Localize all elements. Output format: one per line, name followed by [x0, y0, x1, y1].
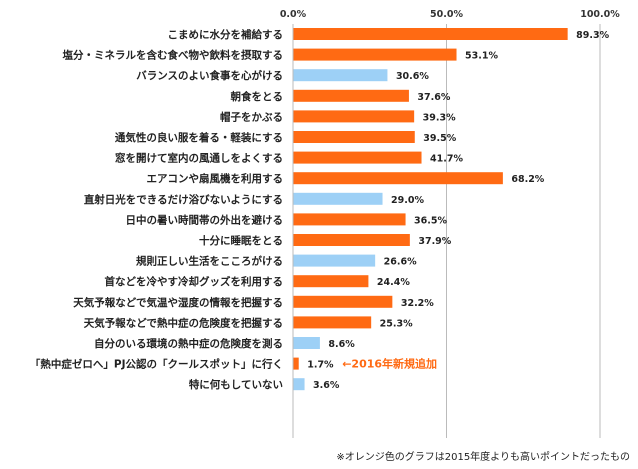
data-label: 41.7% [430, 154, 463, 165]
bar [293, 316, 372, 329]
data-label: 89.3% [576, 30, 609, 41]
category-label: 天気予報などで気温や湿度の情報を把握する [73, 296, 283, 309]
value-labels: 89.3% 53.1% 30.6% 37.6% 39.3% 39.5% 41.7% 68.2%… [307, 30, 609, 391]
bar [293, 254, 376, 267]
category-label: 特に何もしていない [189, 378, 283, 391]
bar [293, 378, 305, 391]
bar [293, 295, 393, 308]
bar [293, 89, 409, 102]
data-label: 30.6% [396, 71, 429, 82]
category-label: 規則正しい生活をこころがける [136, 255, 283, 268]
data-label: 1.7% [307, 360, 334, 371]
gridlines [292, 24, 601, 438]
x-tick-label: 0.0% [280, 9, 307, 20]
data-label: 37.9% [418, 236, 451, 247]
bar [293, 28, 568, 40]
data-label: 8.6% [328, 339, 355, 350]
data-label: 39.3% [423, 112, 456, 123]
category-label: 十分に睡眠をとる [199, 234, 283, 247]
bar-series [293, 28, 568, 391]
chart-footnote: ※オレンジ色のグラフは2015年度よりも高いポイントだったもの [336, 452, 630, 463]
bar [293, 151, 422, 164]
category-label: 窓を開けて室内の風通しをよくする [115, 152, 283, 165]
category-label: 首などを冷やす冷却グッズを利用する [105, 275, 284, 288]
bar [293, 234, 410, 246]
category-label: 天気予報などで熱中症の危険度を把握する [84, 316, 283, 329]
category-label: 朝食をとる [231, 90, 284, 103]
data-label: 39.5% [423, 133, 456, 144]
category-label: エアコンや扇風機を利用する [147, 172, 284, 185]
category-label: 自分のいる環境の熱中症の危険度を測る [94, 337, 283, 350]
bar [293, 275, 369, 288]
x-axis-ticks: 0.0% 50.0% 100.0% [280, 9, 620, 20]
data-label: 37.6% [417, 92, 450, 103]
category-label: こまめに水分を補給する [168, 28, 284, 41]
bar [293, 131, 415, 143]
bar [293, 357, 299, 370]
category-label: 「熱中症ゼロへ」PJ公認の「クールスポット」に行く [30, 358, 283, 371]
category-label: 塩分・ミネラルを含む食べ物や飲料を摂取する [63, 49, 284, 62]
bar [293, 110, 415, 123]
category-label: 帽子をかぶる [220, 110, 283, 123]
category-label: バランスのよい食事を心がける [136, 69, 283, 82]
data-label: 32.2% [401, 298, 434, 309]
new-item-annotation: ←2016年新規追加 [342, 357, 437, 371]
annotations: ←2016年新規追加 [342, 357, 437, 371]
category-label: 通気性の良い服を着る・軽装にする [115, 131, 283, 144]
bar [293, 213, 406, 226]
category-label: 直射日光をできるだけ浴びないようにする [84, 193, 283, 206]
data-label: 29.0% [391, 195, 424, 206]
bar [293, 337, 320, 349]
category-labels: こまめに水分を補給する塩分・ミネラルを含む食べ物や飲料を摂取するバランスのよい食… [30, 28, 283, 391]
category-label: 日中の暑い時間帯の外出を避ける [126, 213, 284, 226]
data-label: 26.6% [384, 257, 417, 268]
data-label: 36.5% [414, 215, 447, 226]
x-tick-label: 50.0% [430, 9, 463, 20]
x-tick-label: 100.0% [580, 9, 620, 20]
data-label: 25.3% [380, 318, 413, 329]
bar [293, 172, 503, 185]
data-label: 3.6% [313, 380, 340, 391]
data-label: 68.2% [511, 174, 544, 185]
data-label: 53.1% [465, 51, 498, 62]
bar [293, 69, 388, 82]
bar [293, 48, 457, 61]
data-label: 24.4% [377, 277, 410, 288]
bar [293, 192, 383, 205]
